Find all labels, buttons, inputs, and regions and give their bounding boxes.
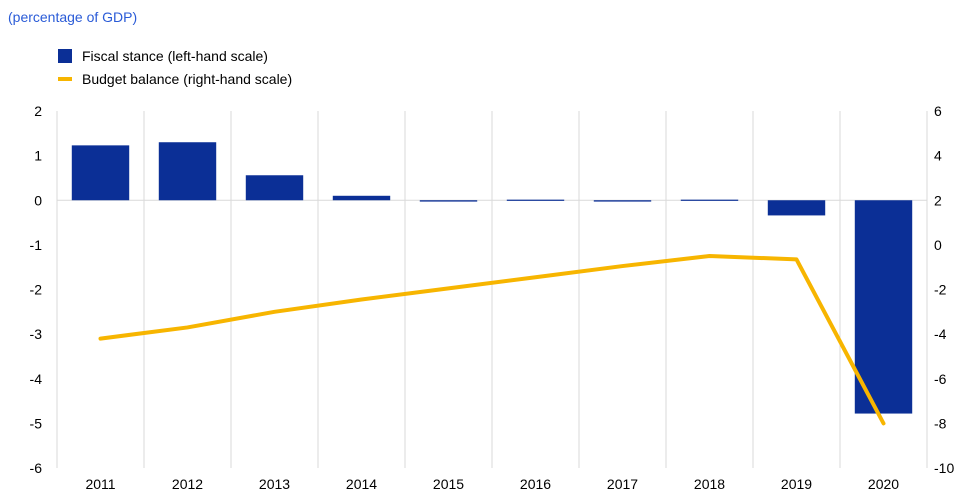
bar-fiscal-stance	[71, 145, 130, 201]
x-axis-tick-label: 2015	[433, 476, 464, 492]
left-axis-tick-label: 1	[34, 148, 42, 164]
legend-swatch-fiscal-stance	[58, 48, 72, 63]
chart-subtitle: (percentage of GDP)	[8, 9, 138, 25]
legend-label-fiscal-stance: Fiscal stance (left-hand scale)	[82, 47, 268, 64]
x-axis-tick-label: 2011	[85, 476, 115, 492]
bar-fiscal-stance	[506, 199, 565, 201]
x-axis-tick-label: 2012	[172, 476, 203, 492]
left-axis-tick-label: 0	[34, 192, 42, 208]
bar-fiscal-stance	[680, 199, 739, 201]
right-axis-tick-label: 6	[934, 103, 942, 119]
right-axis-tick-label: -2	[934, 282, 947, 298]
left-axis-tick-label: -2	[30, 282, 43, 298]
legend-item-budget-balance: Budget balance (right-hand scale)	[58, 67, 292, 90]
bar-fiscal-stance	[854, 200, 913, 414]
bar-fiscal-stance	[419, 200, 478, 202]
left-axis-tick-label: -3	[30, 326, 43, 342]
bar-fiscal-stance	[245, 175, 304, 201]
right-axis-tick-label: 2	[934, 192, 942, 208]
left-axis-tick-label: -6	[30, 460, 43, 476]
legend-item-fiscal-stance: Fiscal stance (left-hand scale)	[58, 44, 292, 67]
right-axis-tick-label: -8	[934, 415, 947, 431]
x-axis-tick-label: 2013	[259, 476, 290, 492]
x-axis-tick-label: 2014	[346, 476, 377, 492]
line-budget-balance	[98, 254, 886, 426]
legend-label-budget-balance: Budget balance (right-hand scale)	[82, 70, 293, 87]
right-axis-tick-label: -4	[934, 326, 947, 342]
left-axis-tick-label: 2	[34, 103, 42, 119]
bar-fiscal-stance	[158, 142, 217, 201]
left-axis-tick-label: -4	[30, 371, 43, 387]
x-axis-tick-label: 2017	[607, 476, 638, 492]
left-axis-tick-label: -1	[30, 237, 43, 253]
left-axis-tick-label: -5	[30, 415, 43, 431]
right-axis-tick-label: 4	[934, 148, 942, 164]
bar-fiscal-stance	[593, 200, 652, 202]
x-axis-tick-label: 2020	[868, 476, 899, 492]
bar-fiscal-stance	[767, 200, 826, 216]
bar-fiscal-stance	[332, 195, 391, 201]
x-axis-tick-label: 2016	[520, 476, 551, 492]
right-axis-tick-label: -6	[934, 371, 947, 387]
right-axis-tick-label: -10	[934, 460, 954, 476]
legend: Fiscal stance (left-hand scale) Budget b…	[58, 44, 292, 90]
x-axis-tick-label: 2019	[781, 476, 812, 492]
legend-swatch-budget-balance	[58, 76, 72, 81]
x-axis-tick-label: 2018	[694, 476, 725, 492]
right-axis-tick-label: 0	[934, 237, 942, 253]
